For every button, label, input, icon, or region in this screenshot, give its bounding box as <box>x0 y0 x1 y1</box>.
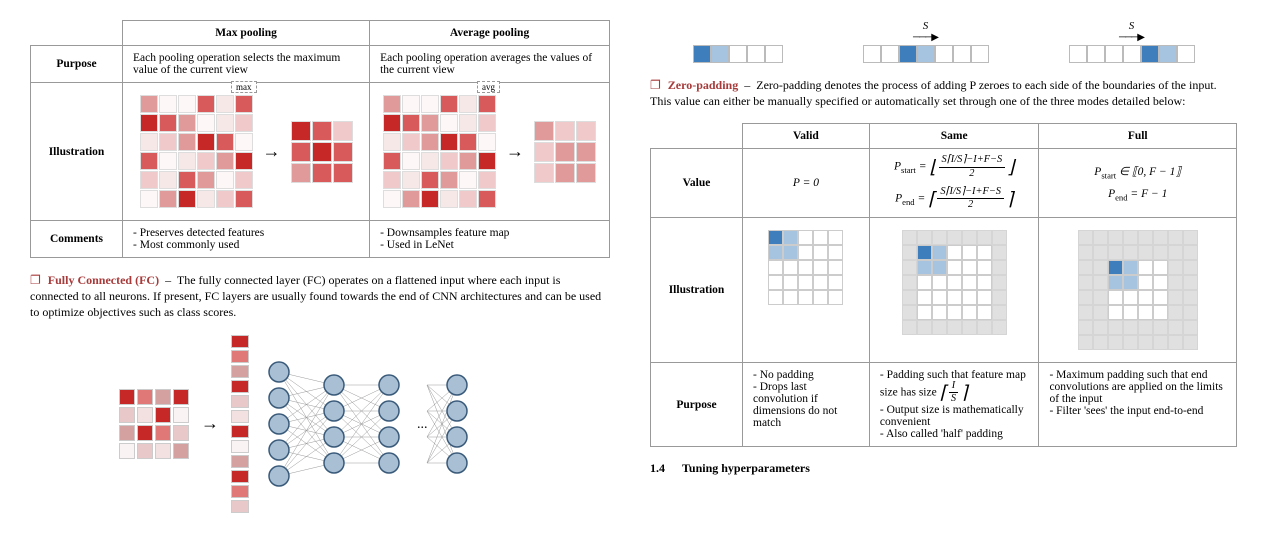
section-heading: 1.4 Tuning hyperparameters <box>650 461 1237 476</box>
pad-value-full: Pstart ∈ ⟦0, F − 1⟧ Pend = F − 1 <box>1039 149 1237 217</box>
pad-row-value-label: Value <box>651 149 743 217</box>
bookmark-icon: ❐ <box>30 273 41 287</box>
pool-illus-max: max → <box>123 83 370 221</box>
zp-term: Zero-padding <box>668 78 738 92</box>
section-number: 1.4 <box>650 461 665 475</box>
pad-purpose-same: Padding such that feature map size has s… <box>869 362 1039 447</box>
zp-paragraph: ❐ Zero-padding – Zero-padding denotes th… <box>650 77 1237 109</box>
pad-value-valid: P = 0 <box>743 149 870 217</box>
pool-purpose-max: Each pooling operation selects the maxim… <box>123 46 370 83</box>
pool-purpose-avg: Each pooling operation averages the valu… <box>370 46 610 83</box>
arrow-icon: → <box>263 141 281 162</box>
section-title: Tuning hyperparameters <box>682 461 810 475</box>
pad-illus-valid <box>743 217 870 362</box>
pool-row-purpose-label: Purpose <box>31 46 123 83</box>
padding-table: Valid Same Full Value P = 0 Pstart = ⌊S⌈… <box>650 123 1237 447</box>
arrow-icon: → <box>201 413 219 434</box>
stride-strips: S───▶S───▶ <box>650 20 1237 63</box>
fc-diagram: → ... <box>30 335 610 513</box>
avg-badge: avg <box>477 81 500 93</box>
pad-purpose-full: Maximum padding such that end convolutio… <box>1039 362 1237 447</box>
fc-flat-column <box>231 335 249 513</box>
pool-comments-max: Preserves detected featuresMost commonly… <box>123 221 370 258</box>
pad-row-purpose-label: Purpose <box>651 362 743 447</box>
fc-paragraph: ❐ Fully Connected (FC) – The fully conne… <box>30 272 610 321</box>
pooling-table: Max pooling Average pooling Purpose Each… <box>30 20 610 258</box>
pad-illus-full <box>1039 217 1237 362</box>
pool-row-illus-label: Illustration <box>31 83 123 221</box>
pad-header-valid: Valid <box>743 124 870 149</box>
pad-value-same: Pstart = ⌊S⌈I/S⌉−I+F−S2⌋ Pend = ⌈S⌈I/S⌉−… <box>869 149 1039 217</box>
svg-text:...: ... <box>417 417 428 432</box>
pad-illus-same <box>869 217 1039 362</box>
right-column: S───▶S───▶ ❐ Zero-padding – Zero-padding… <box>650 20 1237 523</box>
bookmark-icon: ❐ <box>650 78 661 92</box>
pool-illus-avg: avg → <box>370 83 610 221</box>
pool-row-comments-label: Comments <box>31 221 123 258</box>
pool-header-max: Max pooling <box>123 21 370 46</box>
arrow-icon: → <box>506 141 524 162</box>
pool-comments-avg: Downsamples feature mapUsed in LeNet <box>370 221 610 258</box>
nn-network: ... <box>261 349 521 499</box>
max-badge: max <box>231 81 257 93</box>
pad-row-illus-label: Illustration <box>651 217 743 362</box>
pool-header-avg: Average pooling <box>370 21 610 46</box>
left-column: Max pooling Average pooling Purpose Each… <box>30 20 610 523</box>
pad-header-same: Same <box>869 124 1039 149</box>
fc-input-grid <box>119 389 189 459</box>
pad-purpose-valid: No paddingDrops last convolution if dime… <box>743 362 870 447</box>
pad-header-full: Full <box>1039 124 1237 149</box>
fc-term: Fully Connected (FC) <box>48 273 159 287</box>
